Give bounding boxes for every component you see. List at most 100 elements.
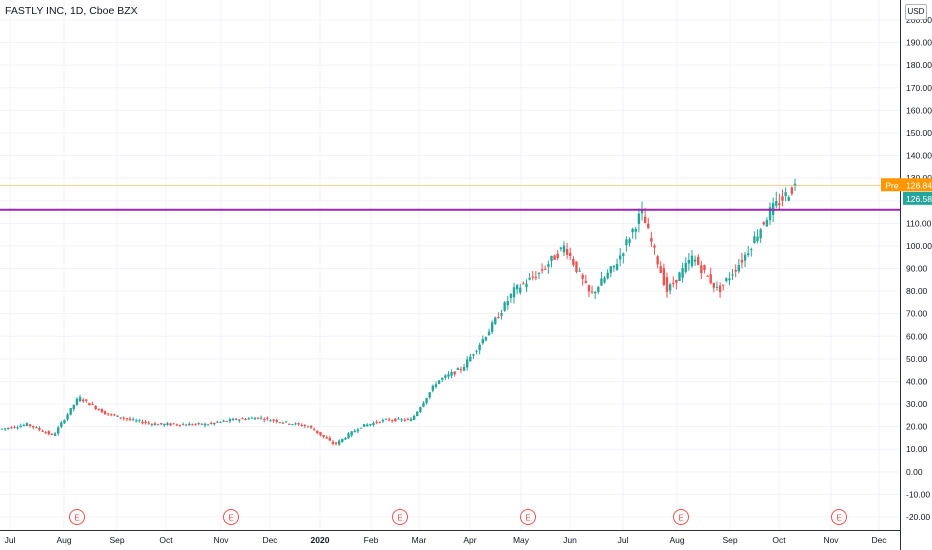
candle-body: [428, 392, 431, 398]
candle-body: [219, 421, 222, 423]
candle-body: [721, 284, 725, 286]
y-tick-label: 140.00: [906, 151, 932, 161]
candle-body: [160, 423, 163, 425]
candle-body: [784, 192, 787, 197]
candle-body: [231, 418, 235, 421]
y-tick-label: 100.00: [906, 241, 932, 251]
candle-body: [587, 285, 591, 292]
candle-body: [381, 419, 385, 422]
y-tick-label: 0.00: [906, 467, 923, 477]
candle-body: [790, 187, 794, 194]
candle-body: [110, 414, 113, 416]
candle-body: [593, 291, 597, 294]
y-tick-label: 30.00: [906, 399, 928, 409]
candle-body: [465, 359, 469, 368]
candle-body: [409, 419, 413, 422]
candle-body: [412, 415, 416, 420]
candle-body: [78, 397, 82, 402]
candle-body: [331, 441, 335, 444]
candle-body: [328, 437, 332, 441]
y-tick-label: 50.00: [906, 354, 928, 364]
last-price-tag: [903, 191, 932, 205]
candle-body: [740, 259, 744, 263]
candle-body: [637, 213, 641, 224]
candle-body: [222, 420, 225, 422]
candle-body: [456, 368, 460, 370]
candle-body: [487, 331, 491, 336]
candle-body: [334, 442, 338, 444]
candle-body: [341, 438, 344, 442]
candle-body: [506, 301, 509, 306]
candle-body: [284, 421, 288, 423]
candle-body: [703, 265, 706, 271]
candle-body: [403, 419, 406, 421]
candle-body: [656, 256, 659, 265]
candle-body: [628, 239, 631, 244]
candle-body: [416, 411, 419, 417]
candle-body: [200, 423, 204, 425]
candle-body: [575, 261, 578, 272]
candle-body: [306, 426, 310, 428]
earnings-marker-label: E: [678, 514, 683, 523]
candle-body: [643, 216, 647, 224]
candle-body: [687, 260, 691, 264]
candle-body: [734, 270, 737, 272]
candle-body: [113, 414, 116, 416]
candle-body: [263, 419, 266, 421]
candle-body: [56, 427, 60, 434]
x-tick-label: Jul: [618, 535, 629, 545]
candle-body: [406, 418, 410, 420]
candle-body: [131, 419, 135, 421]
candle-body: [559, 247, 563, 249]
x-tick-label: 2020: [311, 535, 330, 545]
candle-body: [347, 433, 350, 439]
earnings-marker-label: E: [836, 514, 841, 523]
pre-label-text: Pre: [885, 180, 899, 190]
candle-body: [316, 430, 319, 434]
candle-body: [194, 423, 197, 425]
candle-body: [238, 419, 241, 421]
candle-body: [497, 316, 500, 319]
y-tick-label: 60.00: [906, 331, 928, 341]
earnings-marker: [831, 509, 847, 525]
candle-body: [266, 417, 269, 419]
candle-body: [759, 229, 762, 239]
candle-body: [178, 424, 182, 426]
candle-body: [522, 283, 525, 285]
candle-body: [325, 437, 328, 439]
candle-body: [228, 419, 232, 422]
candle-body: [60, 422, 63, 427]
symbol-title: FASTLY INC, 1D, Cboe BZX: [5, 5, 138, 17]
candle-body: [103, 411, 107, 415]
currency-button[interactable]: USD: [905, 4, 927, 20]
candle-body: [94, 405, 97, 410]
candle-body: [378, 421, 381, 423]
x-tick-label: Jun: [563, 535, 577, 545]
candle-body: [459, 369, 463, 371]
candle-body: [35, 427, 38, 429]
y-tick-label: 70.00: [906, 309, 928, 319]
candle-body: [544, 268, 547, 270]
candle-body: [353, 430, 356, 433]
candle-body: [181, 424, 185, 426]
candle-body: [166, 423, 169, 425]
candle-body: [0, 428, 4, 430]
candle-body: [709, 274, 712, 284]
candle-body: [191, 424, 194, 426]
pre-label-tag: [881, 178, 903, 192]
candle-body: [291, 424, 294, 426]
candle-body: [597, 287, 600, 292]
candle-body: [156, 424, 160, 426]
x-tick-label: Aug: [669, 535, 684, 545]
candle-body: [675, 279, 678, 283]
y-tick-label: 40.00: [906, 376, 928, 386]
candle-body: [659, 266, 662, 273]
y-tick-label: 180.00: [906, 60, 932, 70]
candle-body: [153, 423, 157, 426]
candle-body: [678, 272, 681, 282]
candle-body: [550, 255, 553, 262]
candle-body: [384, 418, 388, 420]
candle-body: [690, 255, 694, 267]
x-tick-label: Oct: [772, 535, 786, 545]
